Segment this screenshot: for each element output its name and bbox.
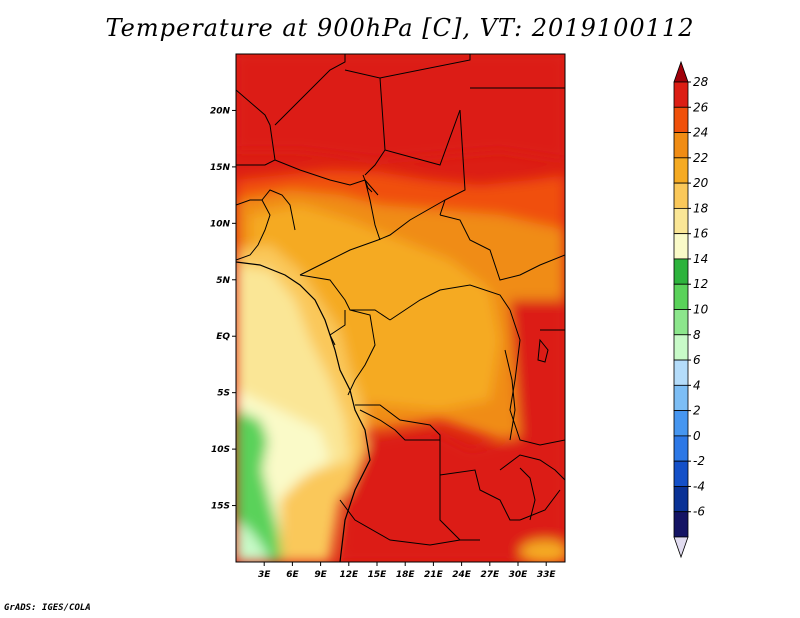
- x-tick-label: 12E: [339, 570, 359, 580]
- colorbar-label: 24: [693, 126, 708, 140]
- y-tick-label: 5N: [216, 276, 230, 286]
- colorbar-label: 26: [693, 100, 709, 114]
- colorbar-box: [673, 334, 689, 361]
- colorbar-box: [673, 486, 689, 513]
- x-tick-label: 3E: [258, 570, 271, 580]
- x-tick-label: 27E: [480, 570, 500, 580]
- colorbar-box: [673, 81, 689, 108]
- colorbar-box: [673, 511, 689, 538]
- colorbar-box: [673, 309, 689, 336]
- colorbar-label: -4: [693, 479, 705, 493]
- y-tick-label: 20N: [210, 106, 231, 116]
- y-tick-label: 10N: [210, 219, 231, 229]
- colorbar-label: 8: [693, 328, 701, 342]
- colorbar-label: 22: [693, 151, 708, 165]
- y-tick-label: 5S: [217, 389, 230, 399]
- credit-text: GrADS: IGES/COLA: [4, 603, 91, 613]
- y-tick-label: 15N: [210, 163, 231, 173]
- colorbar-bottom-triangle: [673, 536, 689, 559]
- colorbar-box: [673, 258, 689, 285]
- country-boundaries: [236, 54, 565, 562]
- x-tick-label: 6E: [286, 570, 299, 580]
- colorbar-top-triangle: [673, 60, 689, 83]
- y-tick-label: 10S: [211, 445, 230, 455]
- colorbar-label: 0: [693, 429, 701, 443]
- colorbar-label: 4: [693, 378, 701, 392]
- x-tick-label: 33E: [537, 570, 557, 580]
- colorbar-box: [673, 283, 689, 310]
- colorbar-label: 20: [693, 176, 709, 190]
- colorbar-label: 10: [693, 303, 709, 317]
- chart-title: Temperature at 900hPa [C], VT: 201910011…: [105, 14, 695, 42]
- colorbar-box: [673, 132, 689, 159]
- colorbar-box: [673, 157, 689, 184]
- colorbar-label: 28: [693, 75, 709, 89]
- colorbar-box: [673, 435, 689, 462]
- colorbar-label: 12: [693, 277, 708, 291]
- x-tick-label: 24E: [452, 570, 472, 580]
- colorbar-box: [673, 384, 689, 412]
- x-tick-label: 9E: [314, 570, 327, 580]
- colorbar-label: 14: [693, 252, 708, 266]
- field-east-warm: [510, 300, 565, 440]
- colorbar-box: [673, 106, 689, 133]
- colorbar-label: -2: [693, 454, 705, 468]
- colorbar-label: 6: [693, 353, 701, 367]
- colorbar-box: [673, 233, 689, 260]
- field-sahara-hot: [236, 54, 565, 160]
- field-southeast-hot: [520, 540, 565, 562]
- x-tick-label: 15E: [368, 570, 388, 580]
- y-tick-label: 15S: [211, 502, 230, 512]
- y-tick-label: EQ: [216, 332, 230, 342]
- x-axis: 3E 6E 9E 12E 15E 18E 21E 24E 27E 30E 33E: [258, 562, 556, 580]
- colorbar-label: -6: [693, 505, 705, 519]
- x-tick-label: 21E: [424, 570, 444, 580]
- colorbar-box: [673, 460, 689, 487]
- temperature-field: [236, 54, 565, 562]
- map-frame: [235, 53, 566, 563]
- colorbar-label: 18: [693, 201, 709, 215]
- x-tick-label: 18E: [396, 570, 416, 580]
- colorbar-box: [673, 207, 689, 235]
- y-axis: 20N 15N 10N 5N EQ 5S 10S 15S: [210, 106, 236, 512]
- colorbar-box: [673, 359, 689, 386]
- colorbar-box: [673, 182, 689, 209]
- colorbar-label: 2: [693, 404, 701, 418]
- field-8-10: [236, 520, 270, 562]
- field-10-14: [236, 410, 282, 562]
- colorbar-label: 16: [693, 227, 709, 241]
- colorbar-box: [673, 410, 689, 437]
- x-tick-label: 30E: [509, 570, 529, 580]
